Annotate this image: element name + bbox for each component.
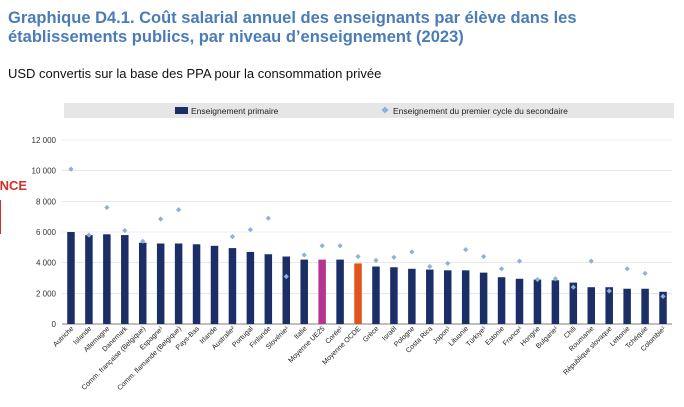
- bar-7: [192, 244, 201, 324]
- secondary-marker-12: [283, 273, 289, 280]
- bar-10: [246, 251, 255, 324]
- y-tick-label: 2 000: [36, 289, 57, 298]
- legend-background: [64, 103, 674, 118]
- x-tick-label: Chili: [563, 325, 578, 340]
- secondary-marker-0: [68, 166, 74, 172]
- france-label: FRANCE: [0, 178, 27, 193]
- legend: Enseignement primaire Enseignement du pr…: [64, 103, 674, 118]
- bar-15: [336, 259, 344, 324]
- secondary-marker-4: [140, 238, 146, 244]
- legend-primary-swatch: [175, 107, 188, 114]
- secondary-marker-2: [104, 204, 110, 211]
- secondary-marker-25: [516, 258, 523, 264]
- bar-5: [156, 243, 165, 324]
- secondary-marker-18: [391, 254, 397, 260]
- bar-22: [461, 270, 470, 324]
- bar-33: [659, 291, 667, 324]
- primary-bars: [67, 232, 667, 324]
- bar-19: [408, 268, 416, 324]
- bar-9: [228, 248, 237, 324]
- bar-1: [85, 235, 93, 324]
- y-tick-label: 8 000: [36, 197, 57, 206]
- legend-secondary-marker: [381, 106, 389, 114]
- secondary-marker-11: [265, 215, 271, 221]
- legend-secondary-label: Enseignement du premier cycle du seconda…: [393, 106, 568, 116]
- secondary-marker-26: [534, 276, 541, 283]
- secondary-marker-29: [588, 258, 594, 264]
- secondary-marker-21: [445, 260, 451, 267]
- secondary-marker-1: [86, 232, 92, 238]
- secondary-marker-22: [463, 247, 469, 253]
- bar-6: [174, 243, 183, 324]
- secondary-marker-15: [337, 243, 343, 249]
- secondary-marker-3: [122, 227, 128, 234]
- bar-2: [103, 234, 111, 324]
- secondary-marker-17: [373, 257, 379, 263]
- chart-subtitle: USD convertis sur la base des PPA pour l…: [8, 66, 382, 81]
- secondary-marker-33: [660, 293, 666, 299]
- y-tick-label: 10 000: [32, 167, 57, 176]
- bar-11: [264, 254, 273, 324]
- y-axis: 0 2 000 4 000 6 000 8 000 10 000 12 000: [32, 136, 57, 329]
- secondary-marker-6: [176, 207, 182, 213]
- bar-31: [623, 288, 631, 324]
- secondary-marker-19: [409, 249, 415, 255]
- secondary-markers: [68, 166, 666, 299]
- y-tick-label: 6 000: [36, 228, 57, 237]
- bar-12: [282, 256, 291, 324]
- x-tick-label: Grèce: [362, 325, 381, 344]
- secondary-marker-20: [427, 263, 433, 270]
- bar-30: [605, 287, 613, 324]
- bar-13: [300, 259, 308, 324]
- bar-3: [121, 235, 129, 324]
- secondary-marker-5: [158, 216, 164, 222]
- x-tick-label: Italie: [293, 325, 308, 340]
- y-tick-label: 4 000: [36, 259, 57, 268]
- bar-20: [426, 269, 434, 324]
- bar-28: [569, 282, 578, 324]
- bar-23: [479, 272, 488, 324]
- bar-24: [497, 277, 506, 324]
- bar-32: [641, 288, 649, 324]
- bar-26: [533, 279, 542, 324]
- bar-4: [138, 242, 147, 324]
- secondary-marker-28: [570, 284, 576, 290]
- gridlines: [62, 139, 672, 325]
- bar-18: [390, 267, 398, 324]
- secondary-marker-24: [498, 266, 505, 272]
- bar-17: [372, 266, 380, 324]
- legend-primary-label: Enseignement primaire: [191, 106, 279, 116]
- bar-25: [515, 278, 524, 324]
- y-tick-label: 0: [52, 320, 57, 329]
- bar-14: [318, 259, 326, 324]
- secondary-marker-30: [606, 288, 612, 294]
- secondary-marker-23: [481, 253, 487, 260]
- bar-21: [443, 270, 452, 324]
- bar-0: [67, 232, 75, 324]
- secondary-marker-16: [355, 253, 361, 260]
- x-tick-label: Türkiye¹: [465, 325, 488, 348]
- france-annotation: FRANCE: [0, 178, 27, 234]
- bar-16: [354, 263, 362, 324]
- y-tick-label: 12 000: [32, 136, 57, 145]
- bar-29: [587, 287, 596, 324]
- secondary-marker-9: [229, 234, 236, 240]
- chart-title: Graphique D4.1. Coût salarial annuel des…: [8, 9, 577, 46]
- secondary-marker-27: [552, 276, 558, 282]
- bar-8: [210, 245, 219, 324]
- secondary-marker-10: [247, 227, 253, 233]
- secondary-marker-13: [301, 252, 307, 258]
- secondary-marker-31: [624, 266, 630, 272]
- secondary-marker-14: [319, 243, 325, 249]
- bar-27: [551, 280, 560, 324]
- secondary-marker-32: [642, 270, 648, 276]
